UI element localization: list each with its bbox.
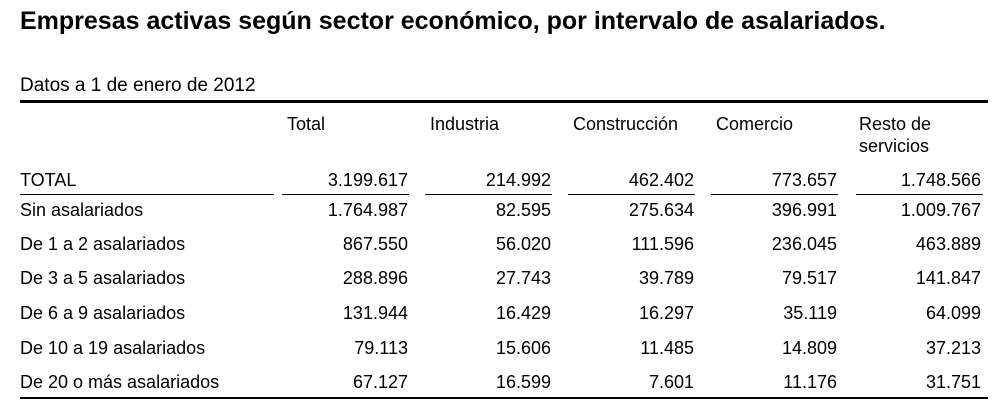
cell-resto-servicios: 141.847 bbox=[915, 268, 981, 288]
table-title: Empresas activas según sector económico,… bbox=[20, 7, 886, 35]
cell-total: 3.199.617 bbox=[327, 170, 408, 190]
top-rule bbox=[20, 100, 988, 103]
cell-total: 79.113 bbox=[354, 338, 408, 358]
cell-comercio: 773.657 bbox=[771, 170, 837, 190]
cell-resto-servicios: 1.009.767 bbox=[900, 200, 981, 220]
cell-construccion: 111.596 bbox=[631, 234, 694, 254]
cell-industria: 214.992 bbox=[485, 170, 551, 190]
cell-comercio: 35.119 bbox=[783, 303, 837, 323]
table-row: De 6 a 9 asalariados 131.944 16.429 16.2… bbox=[0, 302, 1001, 336]
column-header-resto-servicios: Resto de servicios bbox=[859, 114, 932, 156]
row-label: Sin asalariados bbox=[20, 200, 144, 220]
row-label: De 6 a 9 asalariados bbox=[20, 303, 186, 323]
cell-industria: 56.020 bbox=[495, 234, 551, 254]
cell-industria: 16.599 bbox=[495, 372, 551, 392]
column-header-construccion: Construcción bbox=[573, 114, 679, 134]
table-row-total: TOTAL 3.199.617 214.992 462.402 773.657 … bbox=[0, 169, 1001, 203]
cell-industria: 16.429 bbox=[495, 303, 551, 323]
cell-comercio: 79.517 bbox=[781, 268, 837, 288]
cell-total: 67.127 bbox=[352, 372, 408, 392]
cell-resto-servicios: 31.751 bbox=[925, 372, 981, 392]
row-underline bbox=[568, 194, 695, 195]
cell-construccion: 39.789 bbox=[638, 268, 694, 288]
row-underline bbox=[711, 194, 838, 195]
cell-comercio: 11.176 bbox=[783, 372, 837, 392]
row-label: De 1 a 2 asalariados bbox=[20, 234, 186, 254]
cell-industria: 15.606 bbox=[495, 338, 551, 358]
cell-total: 867.550 bbox=[342, 234, 408, 254]
row-underline bbox=[856, 194, 983, 195]
cell-resto-servicios: 64.099 bbox=[925, 303, 981, 323]
row-label: De 20 o más asalariados bbox=[20, 372, 220, 392]
row-label: De 10 a 19 asalariados bbox=[20, 338, 206, 358]
cell-industria: 82.595 bbox=[495, 200, 551, 220]
row-underline bbox=[20, 194, 274, 195]
table-row: De 1 a 2 asalariados 867.550 56.020 111.… bbox=[0, 233, 1001, 267]
cell-construccion: 7.601 bbox=[648, 372, 694, 392]
cell-resto-servicios: 37.213 bbox=[925, 338, 981, 358]
table-row: De 10 a 19 asalariados 79.113 15.606 11.… bbox=[0, 337, 1001, 371]
cell-total: 288.896 bbox=[342, 268, 408, 288]
cell-resto-servicios: 463.889 bbox=[915, 234, 981, 254]
cell-comercio: 236.045 bbox=[771, 234, 837, 254]
row-underline bbox=[425, 194, 552, 195]
cell-comercio: 14.809 bbox=[781, 338, 837, 358]
row-label: De 3 a 5 asalariados bbox=[20, 268, 186, 288]
table-subtitle: Datos a 1 de enero de 2012 bbox=[20, 75, 256, 96]
column-header-comercio: Comercio bbox=[716, 114, 794, 134]
cell-construccion: 275.634 bbox=[628, 200, 694, 220]
cell-construccion: 11.485 bbox=[640, 338, 694, 358]
table-row: De 20 o más asalariados 67.127 16.599 7.… bbox=[0, 371, 1001, 405]
cell-total: 131.944 bbox=[342, 303, 408, 323]
column-header-total: Total bbox=[287, 114, 326, 134]
cell-comercio: 396.991 bbox=[771, 200, 837, 220]
row-label: TOTAL bbox=[20, 170, 77, 190]
cell-resto-servicios: 1.748.566 bbox=[900, 170, 981, 190]
table-row: Sin asalariados 1.764.987 82.595 275.634… bbox=[0, 199, 1001, 233]
row-underline bbox=[282, 194, 409, 195]
cell-industria: 27.743 bbox=[495, 268, 551, 288]
cell-construccion: 462.402 bbox=[628, 170, 694, 190]
bottom-rule bbox=[20, 397, 988, 399]
table-row: De 3 a 5 asalariados 288.896 27.743 39.7… bbox=[0, 267, 1001, 301]
cell-total: 1.764.987 bbox=[327, 200, 408, 220]
cell-construccion: 16.297 bbox=[638, 303, 694, 323]
column-header-industria: Industria bbox=[430, 114, 500, 134]
